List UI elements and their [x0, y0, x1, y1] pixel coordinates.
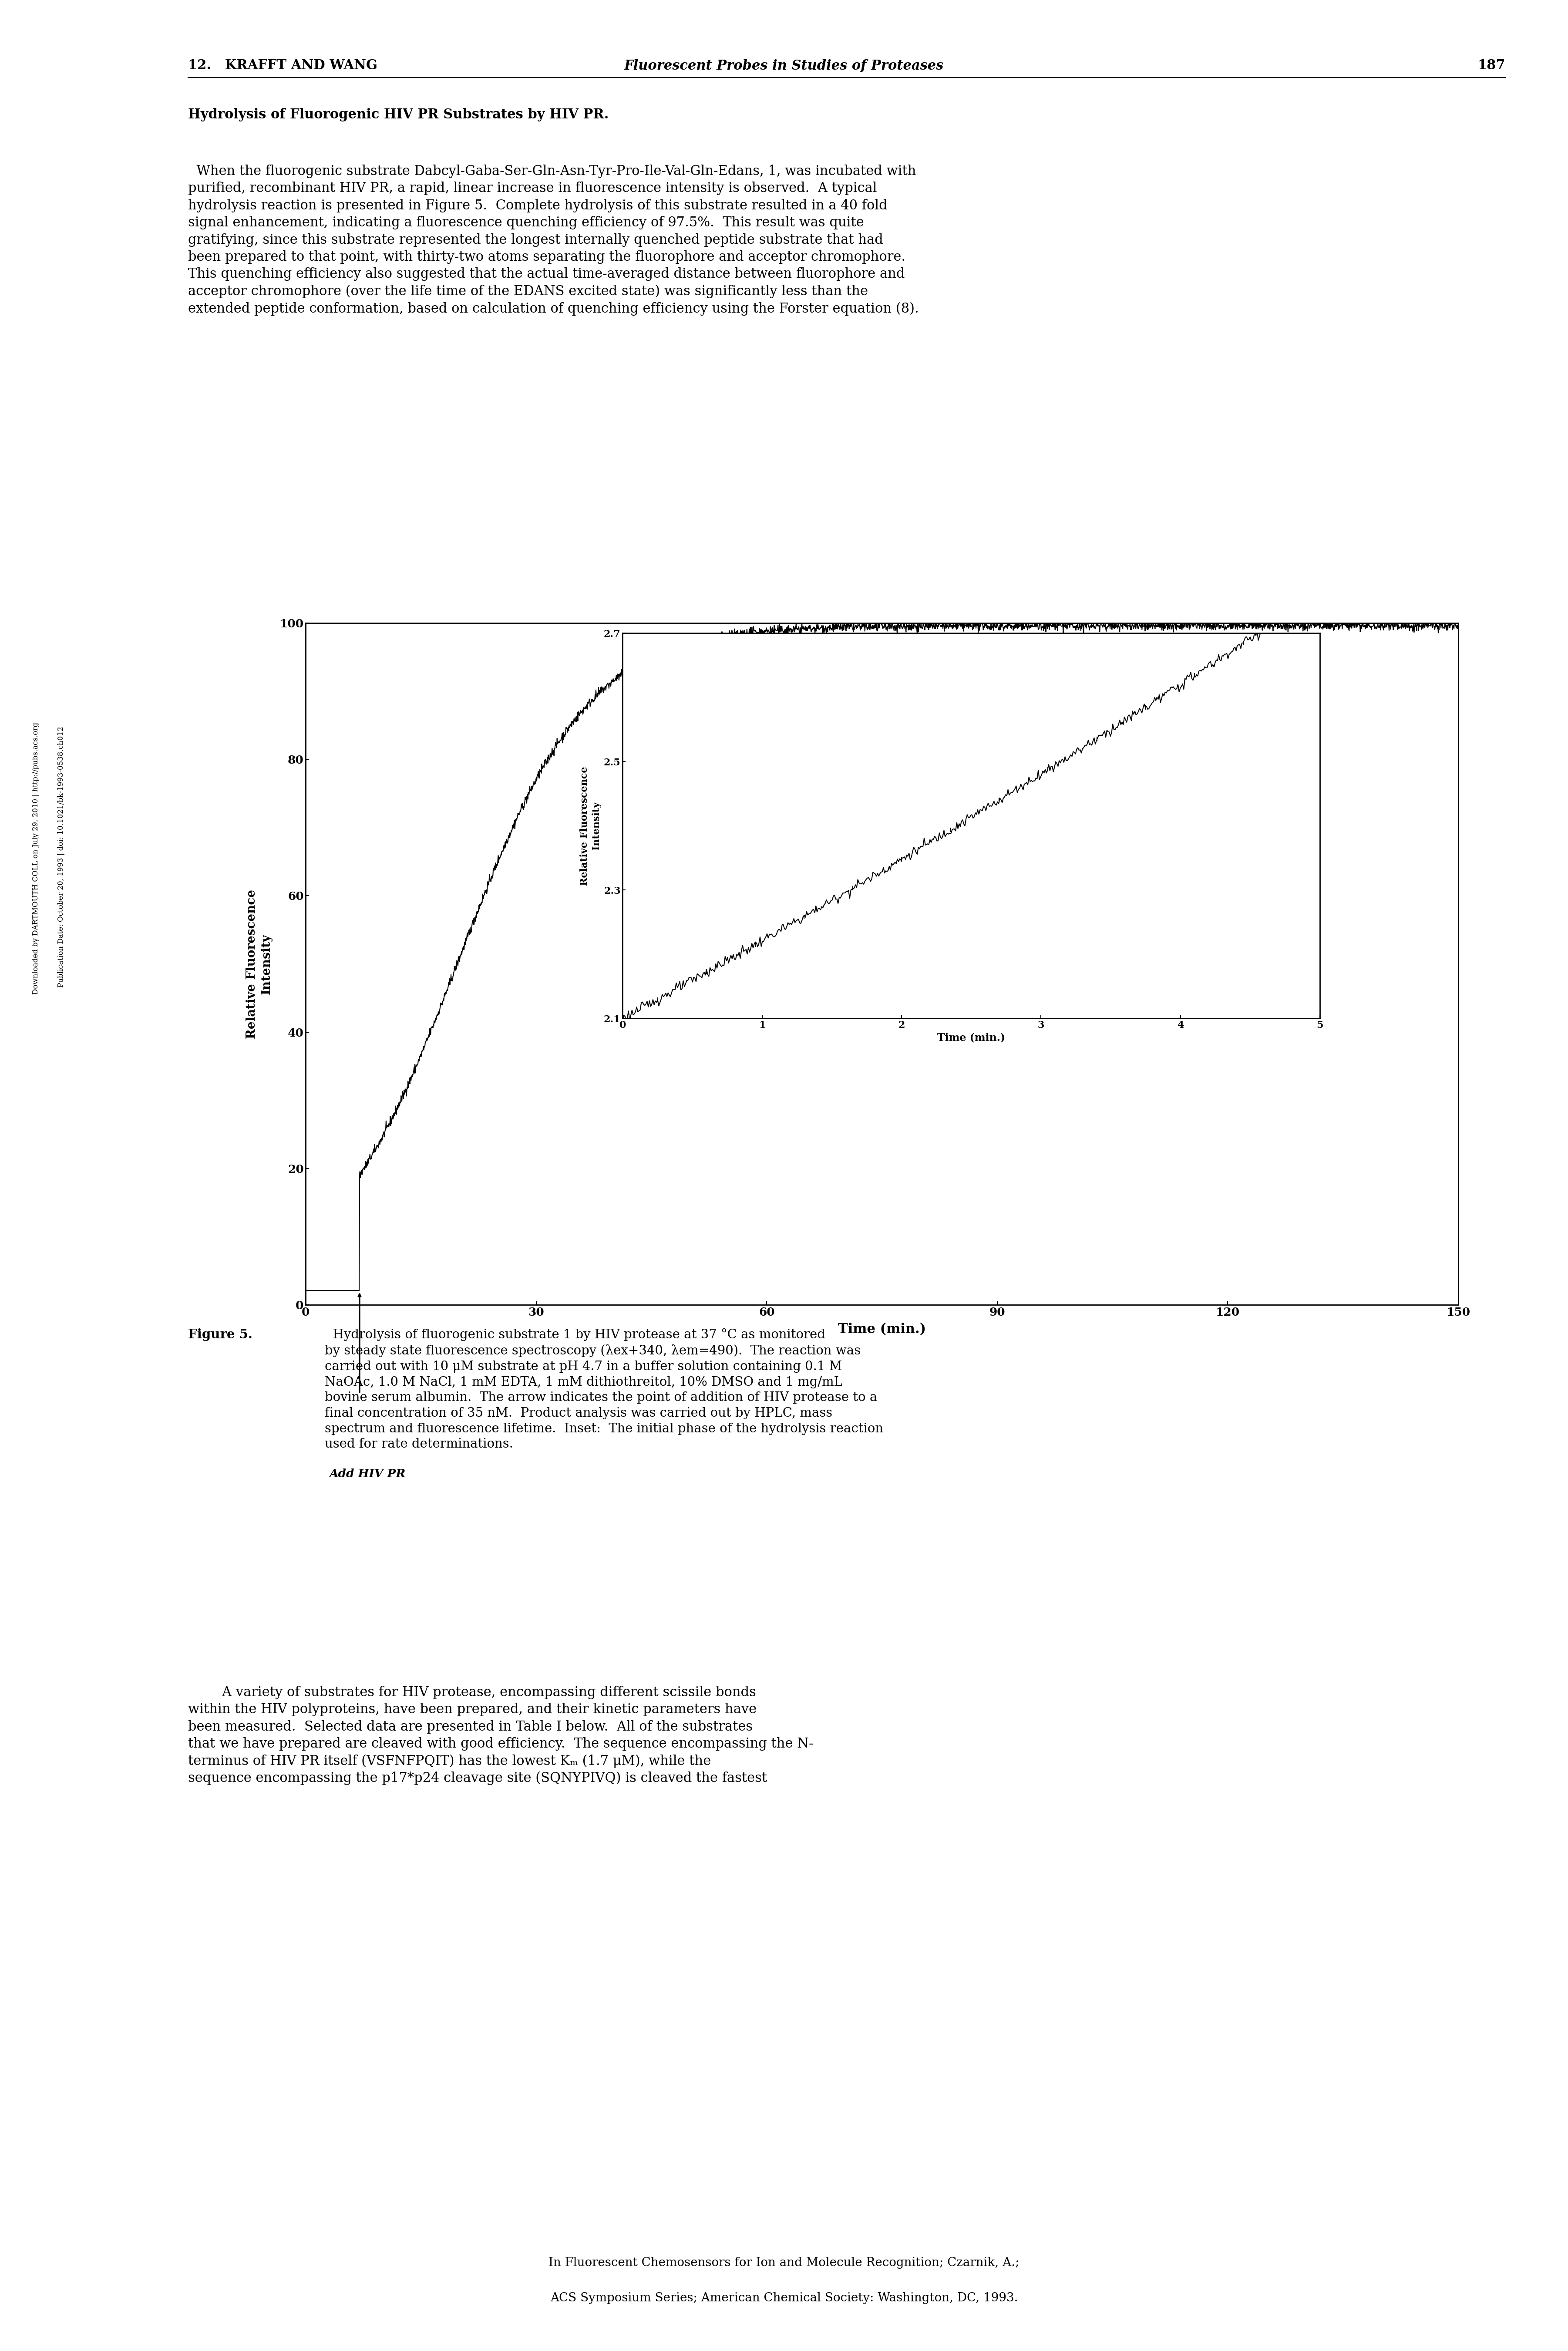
- Text: Figure 5.: Figure 5.: [188, 1328, 252, 1340]
- Y-axis label: Relative Fluorescence
Intensity: Relative Fluorescence Intensity: [246, 889, 273, 1039]
- Text: Hydrolysis of fluorogenic substrate 1 by HIV protease at 37 °C as monitored
by s: Hydrolysis of fluorogenic substrate 1 by…: [325, 1328, 883, 1451]
- Text: 187: 187: [1477, 59, 1505, 73]
- Text: Add HIV PR: Add HIV PR: [329, 1469, 406, 1479]
- X-axis label: Time (min.): Time (min.): [938, 1032, 1005, 1044]
- X-axis label: Time (min.): Time (min.): [837, 1324, 927, 1335]
- Text: ACS Symposium Series; American Chemical Society: Washington, DC, 1993.: ACS Symposium Series; American Chemical …: [550, 2292, 1018, 2304]
- Text: 12.   KRAFFT AND WANG: 12. KRAFFT AND WANG: [188, 59, 378, 73]
- Text: In Fluorescent Chemosensors for Ion and Molecule Recognition; Czarnik, A.;: In Fluorescent Chemosensors for Ion and …: [549, 2257, 1019, 2269]
- Text: Fluorescent Probes in Studies of Proteases: Fluorescent Probes in Studies of Proteas…: [624, 59, 944, 73]
- Text: Publication Date: October 20, 1993 | doi: 10.1021/bk-1993-0538.ch012: Publication Date: October 20, 1993 | doi…: [58, 726, 64, 990]
- Y-axis label: Relative Fluorescence
Intensity: Relative Fluorescence Intensity: [580, 766, 602, 886]
- Text: A variety of substrates for HIV protease, encompassing different scissile bonds
: A variety of substrates for HIV protease…: [188, 1686, 814, 1784]
- Text: When the fluorogenic substrate Dabcyl-Gaba-Ser-Gln-Asn-Tyr-Pro-Ile-Val-Gln-Edans: When the fluorogenic substrate Dabcyl-Ga…: [188, 165, 919, 315]
- Text: Downloaded by DARTMOUTH COLL on July 29, 2010 | http://pubs.acs.org: Downloaded by DARTMOUTH COLL on July 29,…: [33, 722, 39, 994]
- Text: Hydrolysis of Fluorogenic HIV PR Substrates by HIV PR.: Hydrolysis of Fluorogenic HIV PR Substra…: [188, 108, 608, 122]
